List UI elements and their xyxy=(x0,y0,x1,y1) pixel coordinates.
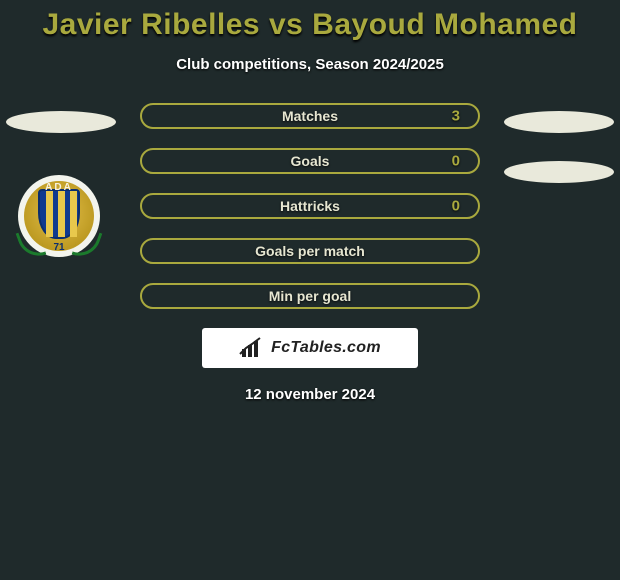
stat-bar: Min per goal xyxy=(140,283,480,309)
stat-label: Min per goal xyxy=(269,288,351,304)
comparison-stage: ADA 71 Matches 3 Goals 0 Hattricks 0 Goals per… xyxy=(0,103,620,309)
stat-bars: Matches 3 Goals 0 Hattricks 0 Goals per match M… xyxy=(140,103,480,309)
club-left-badge: ADA 71 xyxy=(18,175,100,257)
subtitle: Club competitions, Season 2024/2025 xyxy=(0,56,620,73)
stat-label: Goals xyxy=(291,153,330,169)
crest-bottom-text: 71 xyxy=(18,242,100,253)
page-title: Javier Ribelles vs Bayoud Mohamed xyxy=(0,0,620,42)
stat-value-right: 0 xyxy=(452,153,460,170)
generated-date: 12 november 2024 xyxy=(0,386,620,403)
club-right-placeholder xyxy=(504,161,614,183)
stat-bar: Goals per match xyxy=(140,238,480,264)
stat-label: Hattricks xyxy=(280,198,340,214)
player-right-placeholder xyxy=(504,111,614,133)
bar-chart-icon xyxy=(239,337,265,359)
player-left-placeholder xyxy=(6,111,116,133)
brand-box: FcTables.com xyxy=(202,328,418,368)
stat-label: Matches xyxy=(282,108,338,124)
stat-value-right: 3 xyxy=(452,108,460,125)
stat-bar: Matches 3 xyxy=(140,103,480,129)
crest-top-text: ADA xyxy=(18,182,100,193)
stat-bar: Hattricks 0 xyxy=(140,193,480,219)
stat-value-right: 0 xyxy=(452,198,460,215)
stat-label: Goals per match xyxy=(255,243,365,259)
brand-text: FcTables.com xyxy=(271,339,381,357)
stat-bar: Goals 0 xyxy=(140,148,480,174)
